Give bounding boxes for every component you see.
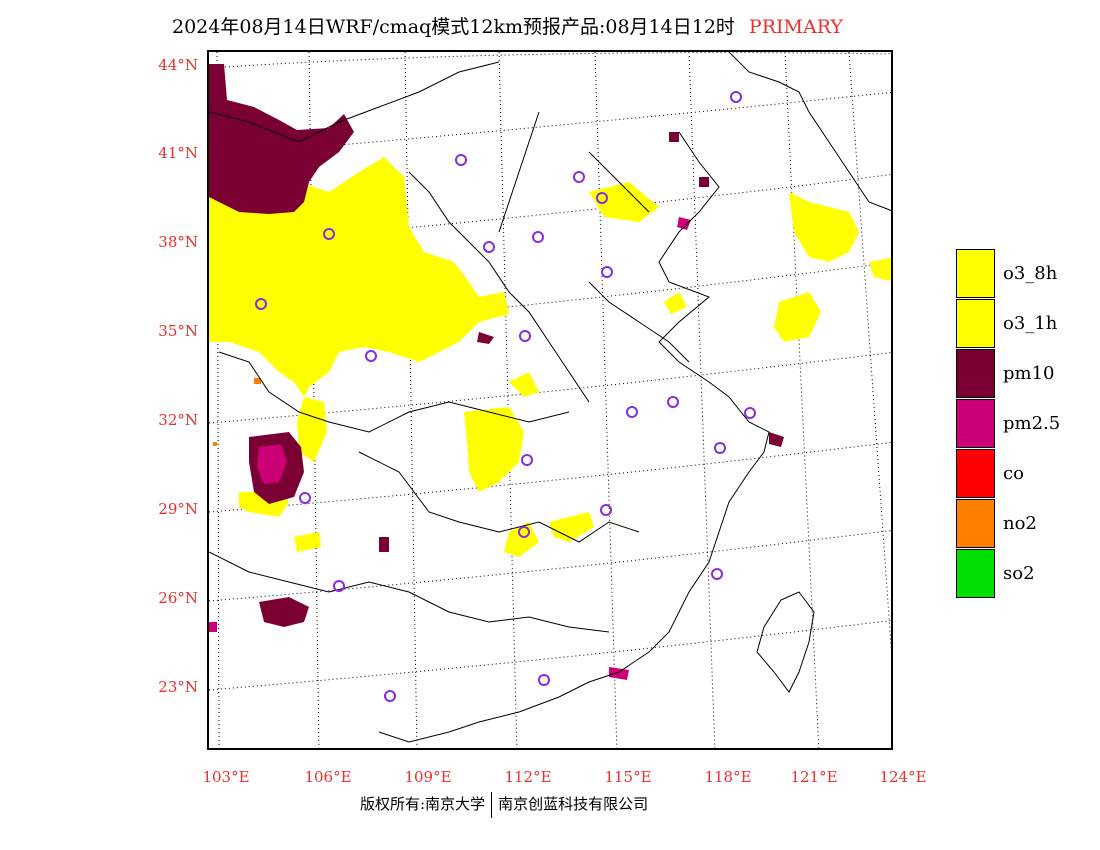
station-marker — [483, 241, 495, 253]
station-marker — [365, 350, 377, 362]
legend-swatch — [956, 498, 995, 548]
boundaries — [209, 52, 891, 743]
station-marker — [626, 406, 638, 418]
legend-item-pm10: pm10 — [956, 348, 1060, 398]
o3-area — [209, 157, 891, 557]
legend-swatch — [956, 348, 995, 398]
legend-item-co: co — [956, 448, 1060, 498]
copyright-right: 南京创蓝科技有限公司 — [498, 795, 649, 813]
legend-label: co — [1003, 462, 1024, 484]
primary-label: PRIMARY — [748, 16, 843, 38]
legend-item-no2: no2 — [956, 498, 1060, 548]
station-marker — [384, 690, 396, 702]
copyright-footer: 版权所有:南京大学 南京创蓝科技有限公司 — [360, 792, 648, 818]
lat-label-32: 32°N — [158, 411, 198, 429]
station-marker — [521, 454, 533, 466]
title-text: 2024年08月14日WRF/cmaq模式12km预报产品:08月14日12时 — [172, 16, 735, 38]
legend-label: o3_8h — [1003, 262, 1058, 284]
lon-label-109: 109°E — [404, 768, 452, 786]
map-canvas — [209, 52, 891, 748]
lon-label-103: 103°E — [202, 768, 250, 786]
legend-swatch — [956, 398, 995, 448]
station-marker — [730, 91, 742, 103]
lon-label-118: 118°E — [704, 768, 752, 786]
lat-label-29: 29°N — [158, 500, 198, 518]
legend-item-so2: so2 — [956, 548, 1060, 598]
lat-label-44: 44°N — [158, 56, 198, 74]
legend-label: so2 — [1003, 562, 1035, 584]
legend-label: o3_1h — [1003, 312, 1058, 334]
lon-label-121: 121°E — [790, 768, 838, 786]
no2-area — [213, 378, 261, 446]
legend-item-o3-8h: o3_8h — [956, 248, 1060, 298]
lat-label-26: 26°N — [158, 589, 198, 607]
footer-divider — [491, 792, 493, 818]
legend-swatch — [956, 248, 995, 298]
station-marker — [667, 396, 679, 408]
station-marker — [573, 171, 585, 183]
copyright-left: 版权所有:南京大学 — [360, 795, 486, 813]
legend-swatch — [956, 548, 995, 598]
lon-label-112: 112°E — [504, 768, 552, 786]
lat-label-38: 38°N — [158, 233, 198, 251]
map-panel[interactable] — [207, 50, 893, 750]
station-marker — [601, 266, 613, 278]
station-marker — [323, 228, 335, 240]
station-markers — [255, 91, 756, 702]
station-marker — [455, 154, 467, 166]
station-marker — [299, 492, 311, 504]
lon-label-115: 115°E — [604, 768, 652, 786]
station-marker — [600, 504, 612, 516]
station-marker — [714, 442, 726, 454]
legend-swatch — [956, 448, 995, 498]
station-marker — [333, 580, 345, 592]
station-marker — [519, 330, 531, 342]
legend-item-o3-1h: o3_1h — [956, 298, 1060, 348]
legend-label: pm2.5 — [1003, 412, 1061, 434]
station-marker — [532, 231, 544, 243]
station-marker — [596, 192, 608, 204]
lon-label-106: 106°E — [304, 768, 352, 786]
legend: o3_8h o3_1h pm10 pm2.5 co no2 so2 — [956, 248, 1060, 598]
lat-label-35: 35°N — [158, 322, 198, 340]
station-marker — [518, 526, 530, 538]
legend-label: no2 — [1003, 512, 1037, 534]
station-marker — [255, 298, 267, 310]
pm25-area — [209, 217, 691, 680]
station-marker — [744, 407, 756, 419]
lat-label-41: 41°N — [158, 144, 198, 162]
station-marker — [711, 568, 723, 580]
station-marker — [538, 674, 550, 686]
legend-swatch — [956, 298, 995, 348]
lat-label-23: 23°N — [158, 678, 198, 696]
map-title: 2024年08月14日WRF/cmaq模式12km预报产品:08月14日12时 P… — [172, 12, 843, 39]
legend-item-pm25: pm2.5 — [956, 398, 1060, 448]
legend-label: pm10 — [1003, 362, 1055, 384]
lon-label-124: 124°E — [879, 768, 927, 786]
